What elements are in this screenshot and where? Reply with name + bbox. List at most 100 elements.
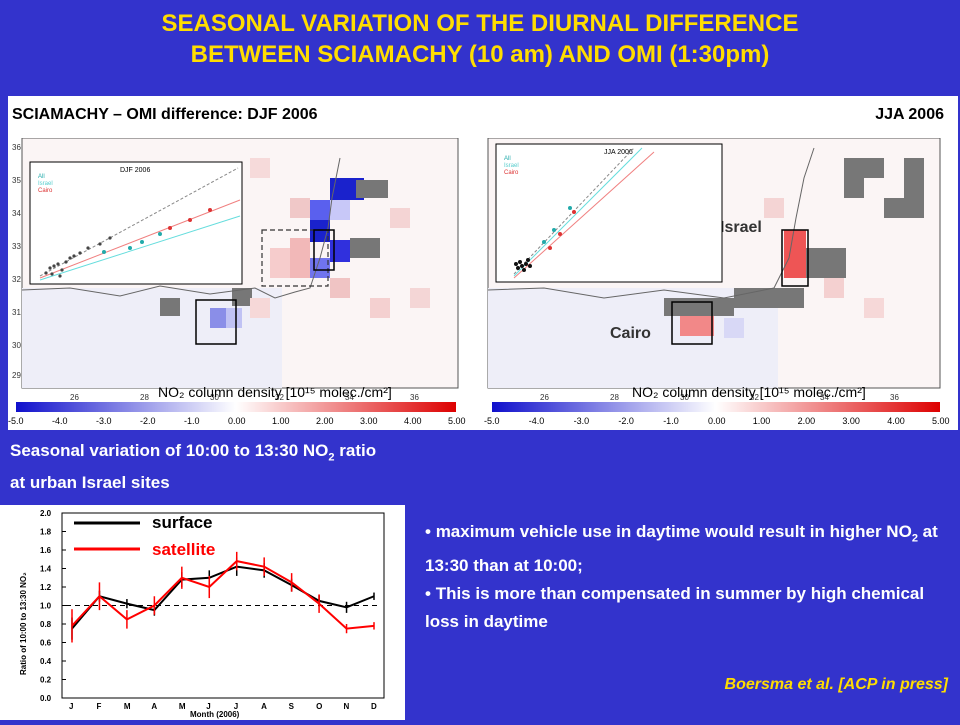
chart-xlabel: Month (2006) [190, 710, 240, 719]
lon-tick: 30 [680, 393, 689, 402]
lon-tick: 30 [210, 393, 219, 402]
chart-ylabel: Ratio of 10:00 to 13:30 NO₂ [19, 572, 28, 675]
lon-tick: 28 [140, 393, 149, 402]
lon-tick: 26 [70, 393, 79, 402]
inset-legend-cairo: Cairo [38, 188, 53, 194]
x-tick-label: D [371, 702, 377, 711]
colorbar-tick: 0.00 [228, 416, 246, 426]
bullet-1: • maximum vehicle use in daytime would r… [425, 522, 938, 576]
inset-legend-israel: Israel [504, 163, 519, 169]
cairo-label: Cairo [610, 325, 651, 342]
jja-difference-map: Israel Cairo JJA 2006 [484, 137, 950, 402]
inset-legend-cairo: Cairo [504, 170, 519, 176]
lat-tick: 31 [12, 308, 21, 317]
y-tick-label: 2.0 [40, 509, 52, 518]
title-line-2: BETWEEN SCIAMACHY (10 am) AND OMI (1:30p… [190, 41, 770, 68]
colorbar-tick: -5.0 [484, 416, 500, 426]
bullet-2: • This is more than compensated in summe… [425, 584, 925, 632]
y-tick-label: 0.4 [40, 657, 52, 666]
lon-tick: 32 [750, 393, 759, 402]
colorbar-tick: 4.00 [887, 416, 905, 426]
lon-tick: 36 [890, 393, 899, 402]
x-tick-label: M [124, 702, 131, 711]
lon-tick: 28 [610, 393, 619, 402]
ratio-chart: 0.0 0.2 0.4 0.6 0.8 1.0 1.2 1.4 1.6 1.8 2.0 J F M A M J… [0, 505, 405, 720]
x-tick-label: F [96, 702, 101, 711]
colorbar-tick: -3.0 [96, 416, 112, 426]
subtitle-line2: at urban Israel sites [10, 473, 170, 493]
inset-legend-all: All [504, 156, 511, 162]
legend-surface: surface [152, 513, 212, 532]
colorbar-tick: -2.0 [618, 416, 634, 426]
lon-tick: 36 [410, 393, 419, 402]
bullet-list: • maximum vehicle use in daytime would r… [425, 518, 945, 636]
y-tick-label: 0.2 [40, 676, 52, 685]
right-map-label: JJA 2006 [875, 106, 944, 123]
y-tick-label: 0.0 [40, 694, 52, 703]
djf-map-graphic: 36 35 34 33 32 31 30 29 [12, 137, 459, 402]
slide-title: SEASONAL VARIATION OF THE DIURNAL DIFFER… [0, 8, 960, 70]
x-tick-label: A [151, 702, 157, 711]
left-map-label: SCIAMACHY – OMI difference: DJF 2006 [12, 106, 318, 123]
djf-difference-map: 36 35 34 33 32 31 30 29 [10, 137, 462, 402]
colorbar-tick: -3.0 [574, 416, 590, 426]
subtitle: Seasonal variation of 10:00 to 13:30 NO2… [10, 438, 376, 496]
colorbar-tick: -2.0 [140, 416, 156, 426]
lon-tick: 34 [820, 393, 829, 402]
colorbar-caption-left: NO₂ column density [10¹⁵ molec./cm²] [158, 384, 392, 400]
lat-tick: 32 [12, 275, 21, 284]
x-tick-label: N [344, 702, 350, 711]
inset-scatter-jja: JJA 2006 All Is [495, 143, 723, 283]
subtitle-line1: Seasonal variation of 10:00 to 13:30 NO [10, 441, 329, 460]
citation: Boersma et al. [ACP in press] [724, 676, 948, 693]
inset-legend-all: All [38, 174, 45, 180]
lat-tick: 35 [12, 176, 21, 185]
colorbar-tick: 5.00 [932, 416, 950, 426]
y-tick-label: 1.6 [40, 546, 52, 555]
inset-title: DJF 2006 [120, 167, 150, 174]
colorbar-tick: -4.0 [529, 416, 545, 426]
x-tick-label: J [69, 702, 73, 711]
lon-tick: 32 [275, 393, 284, 402]
inset-title: JJA 2006 [604, 149, 633, 156]
colorbar-caption-right: NO₂ column density [10¹⁵ molec./cm²] [632, 384, 866, 400]
y-tick-label: 1.4 [40, 565, 52, 574]
colorbar-tick: -1.0 [663, 416, 679, 426]
series-line-surface [71, 565, 375, 630]
y-tick-label: 1.8 [40, 528, 52, 537]
colorbar-tick: 2.00 [798, 416, 816, 426]
jja-map-graphic: Israel Cairo JJA 2006 [487, 137, 941, 402]
y-tick-label: 0.8 [40, 620, 52, 629]
colorbar-tick: 1.00 [272, 416, 290, 426]
lat-tick: 34 [12, 209, 21, 218]
colorbar-tick: 5.00 [448, 416, 466, 426]
lat-tick: 29 [12, 371, 21, 380]
x-tick-label: A [261, 702, 267, 711]
x-tick-label: M [179, 702, 186, 711]
colorbar-tick: 3.00 [360, 416, 378, 426]
colorbar-tick: -4.0 [52, 416, 68, 426]
series-line-satellite [71, 560, 375, 630]
colorbar-tick: 2.00 [316, 416, 334, 426]
legend-satellite: satellite [152, 540, 215, 559]
colorbar-tick: -5.0 [8, 416, 24, 426]
difference-pixels [664, 158, 924, 338]
inset-scatter-djf: DJF 2006 [29, 161, 243, 285]
lat-tick: 30 [12, 341, 21, 350]
colorbar-tick: 4.00 [404, 416, 422, 426]
colorbar-tick: 3.00 [842, 416, 860, 426]
x-tick-label: J [234, 702, 238, 711]
lat-tick: 36 [12, 143, 21, 152]
lon-tick: 34 [345, 393, 354, 402]
y-tick-label: 1.0 [40, 602, 52, 611]
title-line-1: SEASONAL VARIATION OF THE DIURNAL DIFFER… [161, 10, 799, 37]
israel-label: Israel [720, 219, 762, 236]
inset-legend-israel: Israel [38, 181, 53, 187]
colorbar-tick: -1.0 [184, 416, 200, 426]
y-tick-label: 1.2 [40, 583, 52, 592]
ratio-chart-svg: 0.0 0.2 0.4 0.6 0.8 1.0 1.2 1.4 1.6 1.8 2.0 J F M A M J… [19, 509, 385, 719]
colorbars: -5.0 -4.0 -3.0 -2.0 -1.0 0.00 1.00 2.00 3.00 4.00… [8, 402, 950, 426]
x-tick-label: S [289, 702, 295, 711]
lat-tick: 33 [12, 242, 21, 251]
colorbar-tick: 0.00 [708, 416, 726, 426]
